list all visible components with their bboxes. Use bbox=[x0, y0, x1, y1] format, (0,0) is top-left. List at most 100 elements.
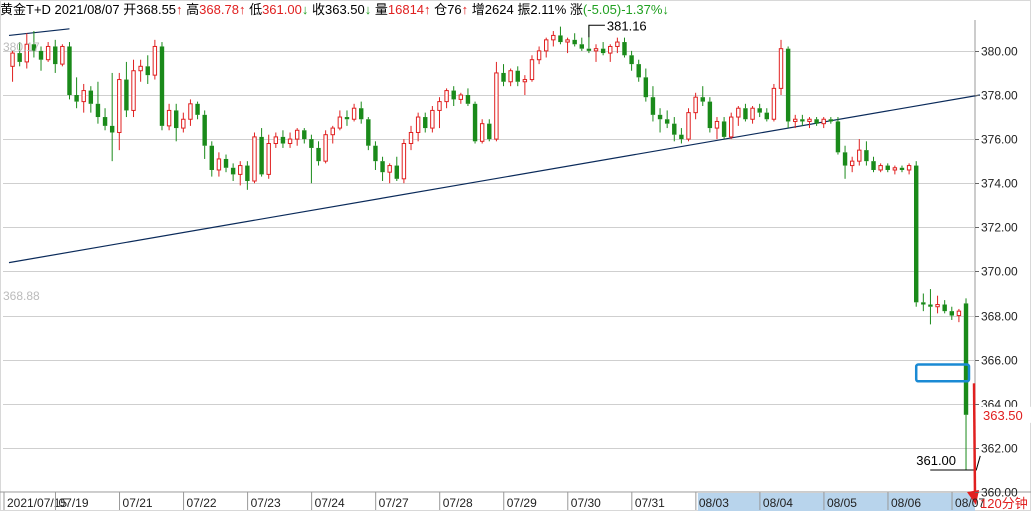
candle bbox=[209, 141, 214, 177]
candle-body bbox=[672, 123, 677, 135]
candle bbox=[17, 42, 22, 67]
candle bbox=[778, 39, 784, 95]
candle bbox=[857, 139, 862, 166]
candle-body bbox=[394, 165, 399, 179]
candle bbox=[10, 50, 15, 82]
candle bbox=[451, 86, 456, 107]
candle-body bbox=[608, 45, 613, 54]
candle bbox=[202, 110, 207, 159]
min-annotation: 361.00 bbox=[916, 453, 956, 468]
candle-body bbox=[53, 46, 58, 65]
candle bbox=[558, 26, 563, 45]
candle-body bbox=[864, 150, 869, 162]
candle bbox=[743, 103, 748, 122]
candle bbox=[430, 106, 435, 133]
high-value: 368.78 bbox=[199, 2, 239, 17]
candle bbox=[287, 132, 293, 148]
candle-body bbox=[401, 143, 407, 180]
faint-price-label: 368.88 bbox=[3, 289, 40, 303]
candle bbox=[337, 110, 343, 131]
candle-body bbox=[536, 50, 542, 61]
candle bbox=[849, 156, 855, 173]
price-axis: 380.00 378.00 376.00 374.00 372.00 370.00 368.… bbox=[975, 45, 1031, 500]
candle-body bbox=[238, 165, 243, 175]
candle bbox=[921, 293, 926, 312]
candle bbox=[174, 103, 179, 142]
candle bbox=[664, 110, 670, 129]
oi-arrow: ↑ bbox=[461, 2, 469, 17]
candle-body bbox=[551, 34, 556, 41]
period-label[interactable]: 120分钟 bbox=[980, 496, 1028, 511]
candle-body bbox=[707, 101, 713, 129]
max-leader-line bbox=[588, 24, 605, 38]
candle-body bbox=[415, 116, 421, 133]
candle-body bbox=[828, 119, 834, 122]
candle bbox=[188, 99, 193, 126]
price-tick-label: 378.00 bbox=[981, 89, 1018, 103]
oi-label: 仓 bbox=[434, 2, 448, 17]
price-tick-label: 370.00 bbox=[981, 265, 1018, 279]
candle bbox=[415, 112, 421, 142]
candle-body bbox=[188, 103, 193, 120]
candle-body bbox=[465, 94, 471, 104]
candle-body bbox=[771, 87, 777, 120]
candle bbox=[323, 130, 328, 164]
annotations: 380.17 368.88 381.16 361.00 bbox=[3, 18, 981, 505]
oi-value: 76 bbox=[447, 2, 462, 17]
candle bbox=[686, 108, 691, 142]
close-value: 363.50 bbox=[324, 2, 365, 17]
amplitude-value: 2.11% bbox=[530, 2, 567, 17]
candle-body bbox=[835, 121, 841, 153]
candle-body bbox=[664, 119, 670, 124]
candle bbox=[522, 75, 528, 95]
candle bbox=[672, 117, 677, 142]
candle bbox=[280, 130, 286, 148]
candle-body bbox=[88, 90, 94, 104]
bar-date: 2021/08/07 bbox=[54, 2, 120, 17]
candle-body bbox=[615, 41, 620, 47]
candle bbox=[600, 42, 606, 56]
candle-body bbox=[31, 44, 37, 51]
candle bbox=[565, 37, 570, 54]
candle-body bbox=[800, 119, 805, 122]
candle bbox=[380, 156, 385, 182]
candle bbox=[928, 289, 933, 325]
candle-body bbox=[458, 94, 464, 100]
candle bbox=[53, 39, 58, 73]
candle-body bbox=[344, 117, 350, 120]
candle-body bbox=[657, 114, 663, 120]
candle bbox=[800, 114, 805, 126]
candle bbox=[238, 161, 243, 186]
candle-body bbox=[373, 145, 378, 162]
candle bbox=[636, 59, 641, 82]
candle bbox=[45, 42, 51, 62]
candle-body bbox=[650, 97, 656, 115]
candle-body bbox=[736, 107, 741, 118]
candle bbox=[294, 128, 300, 146]
candle-body bbox=[230, 167, 236, 175]
candle-body bbox=[216, 158, 222, 171]
candle bbox=[145, 55, 150, 84]
time-tick-label: 2021/07/15 bbox=[7, 496, 67, 510]
candle bbox=[437, 97, 442, 129]
candle bbox=[828, 117, 834, 124]
candle-body bbox=[899, 167, 905, 170]
candle bbox=[885, 163, 890, 173]
candle bbox=[472, 101, 478, 144]
candle bbox=[465, 88, 471, 107]
candle-body bbox=[743, 108, 748, 120]
candle bbox=[608, 44, 613, 62]
candle-body bbox=[515, 70, 520, 82]
candle-body bbox=[202, 114, 207, 146]
candle bbox=[714, 117, 720, 140]
candle bbox=[750, 106, 755, 124]
candle-body bbox=[928, 304, 933, 307]
candle-body bbox=[842, 152, 848, 166]
candle bbox=[152, 39, 158, 80]
time-tick-label: 07/24 bbox=[315, 496, 345, 510]
candle-body bbox=[871, 161, 876, 170]
price-tick-label: 362.00 bbox=[981, 442, 1018, 456]
candle bbox=[67, 42, 72, 100]
candle-body bbox=[209, 145, 214, 170]
